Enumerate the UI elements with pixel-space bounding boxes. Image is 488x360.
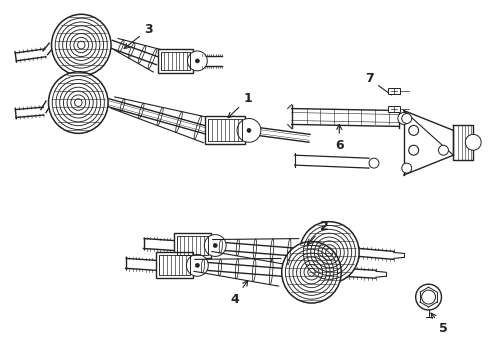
Circle shape [237, 118, 260, 142]
Circle shape [408, 145, 418, 155]
Ellipse shape [299, 222, 358, 283]
Bar [176, 235, 208, 255]
Bar [205, 117, 244, 144]
Circle shape [195, 264, 199, 267]
Text: 6: 6 [334, 125, 343, 152]
Ellipse shape [48, 72, 108, 133]
Bar [157, 49, 193, 73]
Text: 7: 7 [364, 72, 391, 95]
Text: 4: 4 [230, 280, 247, 306]
Bar [158, 255, 190, 275]
Text: 3: 3 [124, 23, 153, 49]
Circle shape [408, 125, 418, 135]
Bar [155, 252, 193, 278]
Circle shape [464, 134, 480, 150]
Circle shape [246, 129, 250, 132]
Circle shape [401, 163, 411, 173]
Bar [208, 120, 242, 141]
Circle shape [195, 59, 199, 63]
Circle shape [187, 51, 207, 71]
Circle shape [186, 255, 208, 276]
Bar [173, 233, 211, 258]
Circle shape [415, 284, 441, 310]
Bar [387, 88, 399, 94]
Circle shape [204, 235, 225, 256]
Text: 1: 1 [227, 92, 252, 118]
Circle shape [401, 113, 411, 123]
Bar [387, 105, 399, 112]
Bar [161, 52, 190, 70]
Text: 2: 2 [306, 220, 328, 244]
Circle shape [438, 145, 447, 155]
Ellipse shape [51, 14, 111, 76]
Circle shape [213, 243, 217, 247]
Circle shape [397, 113, 409, 125]
Ellipse shape [281, 242, 341, 303]
Circle shape [368, 158, 378, 168]
Text: 5: 5 [430, 313, 447, 336]
